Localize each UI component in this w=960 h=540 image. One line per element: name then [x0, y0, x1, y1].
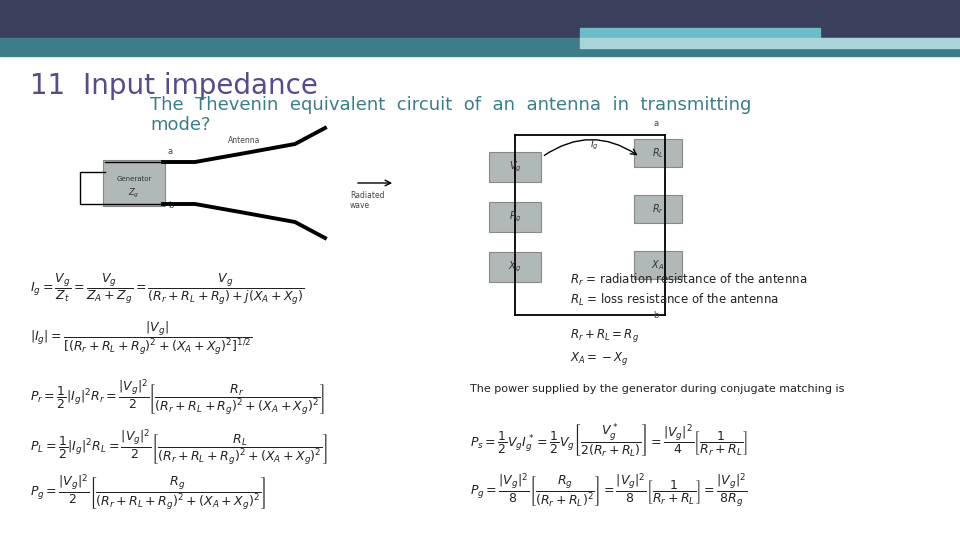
- FancyBboxPatch shape: [103, 160, 165, 206]
- Text: Antenna: Antenna: [228, 136, 260, 145]
- Text: a: a: [168, 147, 173, 156]
- Text: $R_L$ = loss resistance of the antenna: $R_L$ = loss resistance of the antenna: [570, 292, 779, 308]
- Text: Generator: Generator: [116, 176, 152, 182]
- Text: The power supplied by the generator during conjugate matching is: The power supplied by the generator duri…: [470, 384, 845, 394]
- Bar: [0, 38, 960, 56]
- FancyBboxPatch shape: [634, 139, 682, 167]
- Text: $I_g$: $I_g$: [590, 137, 599, 152]
- Text: $R_r$: $R_r$: [652, 202, 664, 216]
- Text: $R_g$: $R_g$: [509, 210, 521, 224]
- Text: $P_L = \dfrac{1}{2}|I_g|^2 R_L = \dfrac{|V_g|^2}{2}\left[\dfrac{R_L}{(R_r + R_L : $P_L = \dfrac{1}{2}|I_g|^2 R_L = \dfrac{…: [30, 427, 328, 467]
- Text: $P_s = \dfrac{1}{2}V_g I_g^* = \dfrac{1}{2}V_g\left[\dfrac{V_g^*}{2(R_r+R_L)}\ri: $P_s = \dfrac{1}{2}V_g I_g^* = \dfrac{1}…: [470, 422, 748, 460]
- Text: $P_g = \dfrac{|V_g|^2}{8}\left[\dfrac{R_g}{(R_r+R_L)^2}\right] = \dfrac{|V_g|^2}: $P_g = \dfrac{|V_g|^2}{8}\left[\dfrac{R_…: [470, 472, 748, 510]
- FancyBboxPatch shape: [634, 251, 682, 279]
- Text: b: b: [168, 201, 174, 210]
- Text: mode?: mode?: [150, 116, 210, 134]
- Text: $X_g$: $X_g$: [509, 260, 521, 274]
- FancyBboxPatch shape: [489, 252, 541, 282]
- Text: $I_g = \dfrac{V_g}{Z_t} = \dfrac{V_g}{Z_A + Z_g} = \dfrac{V_g}{(R_r + R_L + R_g): $I_g = \dfrac{V_g}{Z_t} = \dfrac{V_g}{Z_…: [30, 272, 304, 307]
- Text: $X_A = -X_g$: $X_A = -X_g$: [570, 350, 629, 367]
- Text: $Z_g$: $Z_g$: [129, 187, 140, 200]
- Text: $P_g = \dfrac{|V_g|^2}{2}\left[\dfrac{R_g}{(R_r + R_L + R_g)^2 + (X_A + X_g)^2}\: $P_g = \dfrac{|V_g|^2}{2}\left[\dfrac{R_…: [30, 472, 266, 512]
- Text: $X_A$: $X_A$: [652, 258, 664, 272]
- Text: $R_L$: $R_L$: [652, 146, 664, 160]
- Text: $R_r$ = radiation resistance of the antenna: $R_r$ = radiation resistance of the ante…: [570, 272, 807, 288]
- Bar: [580, 28, 820, 38]
- Text: b: b: [653, 311, 659, 320]
- Text: $|I_g| = \dfrac{|V_g|}{[(R_r + R_L + R_g)^2 + (X_A + X_g)^2]^{1/2}}$: $|I_g| = \dfrac{|V_g|}{[(R_r + R_L + R_g…: [30, 320, 252, 357]
- FancyBboxPatch shape: [489, 152, 541, 182]
- Text: $R_r + R_L = R_g$: $R_r + R_L = R_g$: [570, 327, 639, 344]
- Text: Radiated
wave: Radiated wave: [350, 191, 385, 211]
- Bar: [0, 0, 960, 38]
- Bar: [580, 38, 960, 48]
- Text: a: a: [653, 119, 659, 128]
- Text: The  Thevenin  equivalent  circuit  of  an  antenna  in  transmitting: The Thevenin equivalent circuit of an an…: [150, 96, 752, 114]
- Text: $V_g$: $V_g$: [509, 160, 521, 174]
- FancyBboxPatch shape: [489, 202, 541, 232]
- Text: $P_r = \dfrac{1}{2}|I_g|^2 R_r = \dfrac{|V_g|^2}{2}\left[\dfrac{R_r}{(R_r + R_L : $P_r = \dfrac{1}{2}|I_g|^2 R_r = \dfrac{…: [30, 377, 325, 417]
- FancyBboxPatch shape: [634, 195, 682, 223]
- Text: 11  Input impedance: 11 Input impedance: [30, 72, 318, 100]
